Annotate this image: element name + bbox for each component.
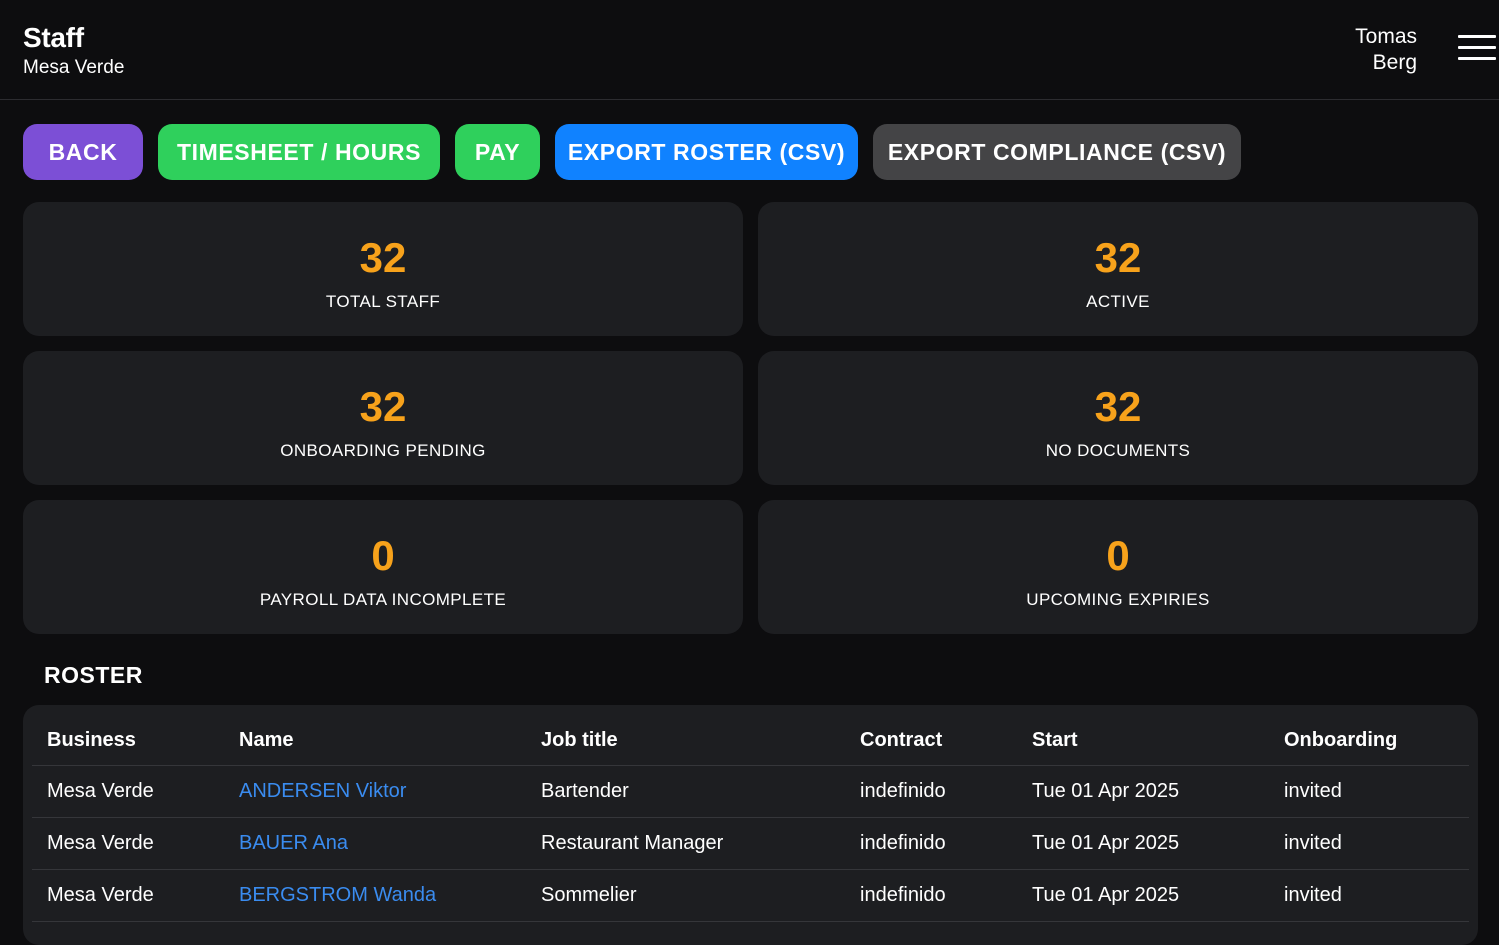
cell-contract: indefinido: [860, 780, 946, 802]
stat-card-upcoming-expiries: 0 UPCOMING EXPIRIES: [758, 500, 1478, 634]
column-header-name[interactable]: Name: [239, 728, 294, 751]
cell-onboarding: invited: [1284, 832, 1342, 854]
cell-contract: indefinido: [860, 832, 946, 854]
menu-bar: [1458, 46, 1496, 49]
export-roster-button[interactable]: EXPORT ROSTER (CSV): [555, 124, 858, 180]
cell-business: Mesa Verde: [47, 780, 154, 802]
cell-business: Mesa Verde: [47, 832, 154, 854]
stat-label: ACTIVE: [1086, 292, 1150, 311]
cell-job-title: Bartender: [541, 780, 629, 802]
staff-name-link[interactable]: ANDERSEN Viktor: [239, 780, 407, 802]
cell-start: Tue 01 Apr 2025: [1032, 780, 1180, 802]
stat-label: NO DOCUMENTS: [1045, 441, 1191, 460]
pay-button[interactable]: PAY: [455, 124, 540, 180]
user-name[interactable]: Tomas Berg: [1355, 25, 1417, 74]
stat-card-total-staff: 32 TOTAL STAFF: [23, 202, 743, 336]
staff-name-link[interactable]: BERGSTROM Wanda: [239, 884, 437, 906]
stat-card-no-documents: 32 NO DOCUMENTS: [758, 351, 1478, 485]
export-compliance-button[interactable]: EXPORT COMPLIANCE (CSV): [873, 124, 1241, 180]
column-header-start[interactable]: Start: [1032, 728, 1078, 751]
cell-onboarding: invited: [1284, 780, 1342, 802]
back-button[interactable]: BACK: [23, 124, 143, 180]
stat-label: PAYROLL DATA INCOMPLETE: [259, 590, 507, 609]
cell-job-title: Sommelier: [541, 884, 637, 906]
column-header-business[interactable]: Business: [47, 728, 136, 751]
stat-card-onboarding-pending: 32 ONBOARDING PENDING: [23, 351, 743, 485]
stat-value: 32: [359, 383, 407, 430]
stat-value: 32: [1094, 383, 1142, 430]
table-row: Mesa Verde BERGSTROM Wanda Sommelier ind…: [32, 870, 1469, 922]
stat-value: 0: [371, 532, 395, 579]
roster-heading: ROSTER: [44, 662, 143, 688]
hamburger-menu-icon[interactable]: [1458, 34, 1496, 62]
roster-table-body: Business Name Job title Contract Start O…: [32, 705, 1469, 922]
column-header-job-title[interactable]: Job title: [541, 728, 618, 751]
cell-start: Tue 01 Apr 2025: [1032, 832, 1180, 854]
cell-contract: indefinido: [860, 884, 946, 906]
cell-job-title: Restaurant Manager: [541, 832, 724, 854]
table-row: Mesa Verde ANDERSEN Viktor Bartender ind…: [32, 766, 1469, 818]
app-header: Staff Mesa Verde Tomas Berg: [0, 0, 1499, 100]
roster-table: Business Name Job title Contract Start O…: [23, 705, 1478, 945]
stat-label: UPCOMING EXPIRIES: [1026, 590, 1210, 609]
stat-card-payroll-incomplete: 0 PAYROLL DATA INCOMPLETE: [23, 500, 743, 634]
timesheet-hours-button[interactable]: TIMESHEET / HOURS: [158, 124, 440, 180]
business-name: Mesa Verde: [23, 57, 125, 78]
table-row: Mesa Verde BAUER Ana Restaurant Manager …: [32, 818, 1469, 870]
page-title: Staff: [23, 22, 84, 53]
column-header-onboarding[interactable]: Onboarding: [1284, 728, 1398, 751]
stat-value: 0: [1106, 532, 1130, 579]
stat-label: TOTAL STAFF: [325, 292, 441, 311]
menu-bar: [1458, 57, 1496, 60]
cell-onboarding: invited: [1284, 884, 1342, 906]
stat-value: 32: [1094, 234, 1142, 281]
table-header-row: Business Name Job title Contract Start O…: [32, 705, 1469, 766]
cell-business: Mesa Verde: [47, 884, 154, 906]
stat-card-active: 32 ACTIVE: [758, 202, 1478, 336]
stat-value: 32: [359, 234, 407, 281]
cell-start: Tue 01 Apr 2025: [1032, 884, 1180, 906]
stat-label: ONBOARDING PENDING: [280, 441, 486, 460]
column-header-contract[interactable]: Contract: [860, 728, 943, 751]
menu-bar: [1458, 35, 1496, 38]
staff-name-link[interactable]: BAUER Ana: [239, 832, 348, 854]
action-bar: BACK TIMESHEET / HOURS PAY EXPORT ROSTER…: [23, 124, 1241, 180]
